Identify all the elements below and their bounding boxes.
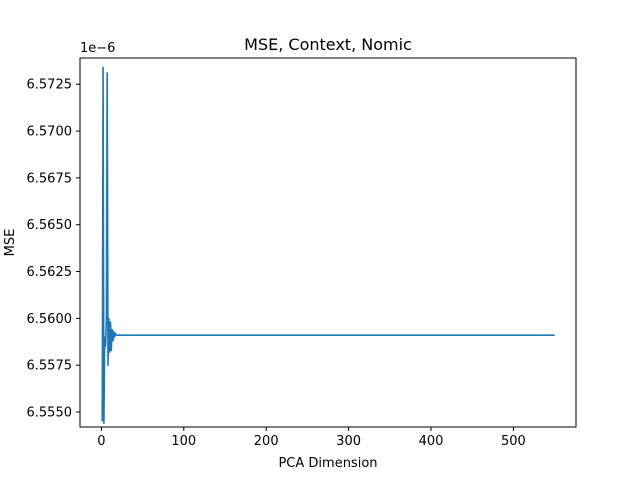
y-tick-label: 6.5600	[27, 312, 73, 327]
x-axis-label: PCA Dimension	[278, 456, 377, 471]
plot-area-frame	[79, 57, 577, 428]
y-axis-offset-text: 1e−6	[80, 41, 115, 56]
y-tick-label: 6.5625	[27, 265, 73, 280]
x-tick-label: 400	[419, 434, 444, 449]
y-tick-label: 6.5650	[27, 218, 73, 233]
x-tick-label: 0	[97, 434, 105, 449]
x-tick-label: 200	[254, 434, 279, 449]
y-tick-label: 6.5725	[27, 78, 73, 93]
y-tick-label: 6.5550	[27, 406, 73, 421]
x-tick-label: 300	[336, 434, 361, 449]
x-tick-label: 500	[501, 434, 526, 449]
series-line	[101, 66, 555, 425]
x-tick-label: 100	[171, 434, 196, 449]
y-tick-label: 6.5575	[27, 359, 73, 374]
ticks-layer: 0 100 200 300 400 500 6.5550 6.5575 6.5600 6.5625…	[27, 78, 526, 449]
chart-title: MSE, Context, Nomic	[244, 35, 412, 54]
y-axis-label: MSE	[3, 229, 18, 257]
y-tick-label: 6.5700	[27, 125, 73, 140]
plot-layer	[101, 66, 555, 425]
y-tick-label: 6.5675	[27, 171, 73, 186]
